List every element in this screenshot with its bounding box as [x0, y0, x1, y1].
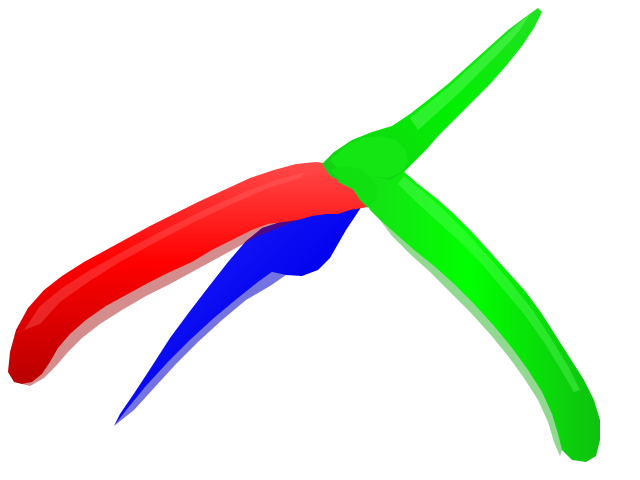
green-branch-blade-highlight: [410, 14, 530, 130]
green-branch-arm: [338, 160, 600, 462]
blue-branch-body: [114, 200, 362, 426]
red-branch: [8, 162, 376, 386]
green-branch-junction-cap: [330, 166, 378, 208]
blue-branch: [114, 200, 362, 426]
green-branch-arm-highlight: [398, 176, 580, 392]
blue-branch-shade: [114, 272, 286, 426]
red-branch-body: [8, 162, 376, 384]
green-branch: [322, 8, 600, 462]
